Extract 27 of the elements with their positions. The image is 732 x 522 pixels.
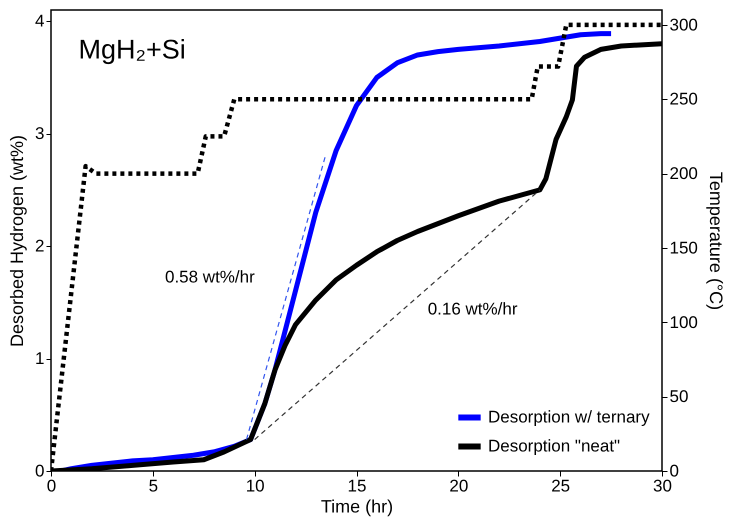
y2-tick-label: 150	[670, 238, 698, 258]
y2-tick-label: 50	[670, 387, 688, 406]
x-tick-label: 15	[348, 476, 366, 496]
y-tick-label: 3	[35, 124, 44, 144]
x-tick-label: 5	[148, 476, 158, 496]
x-tick-label: 25	[551, 476, 570, 496]
y2-tick-label: 200	[670, 164, 698, 184]
annotation: 0.16 wt%/hr	[428, 300, 518, 319]
legend-label: Desorption w/ ternary	[488, 408, 650, 426]
x-tick-label: 0	[46, 476, 56, 496]
y-tick-label: 0	[35, 462, 44, 480]
y-tick-label: 1	[35, 349, 44, 368]
x-tick-label: 10	[246, 476, 265, 496]
x-tick-label: 30	[653, 476, 672, 496]
annotation: MgH₂+Si	[78, 34, 186, 65]
x-axis-title: Time (hr)	[320, 496, 394, 516]
y2-tick-label: 100	[670, 312, 698, 332]
y2-tick-label: 250	[670, 90, 698, 109]
y2-tick-label: 300	[670, 15, 698, 34]
y2-tick-label: 0	[670, 462, 679, 480]
legend-label: Desorption "neat"	[488, 436, 620, 456]
y-tick-label: 2	[35, 236, 44, 256]
annotation: 0.58 wt%/hr	[164, 267, 256, 286]
x-tick-label: 20	[449, 476, 468, 496]
y-axis-title: Desorbed Hydrogen (wt%)	[7, 134, 28, 348]
y-tick-label: 4	[35, 12, 44, 31]
y2-axis-title: Temperature (°C)	[706, 172, 726, 310]
